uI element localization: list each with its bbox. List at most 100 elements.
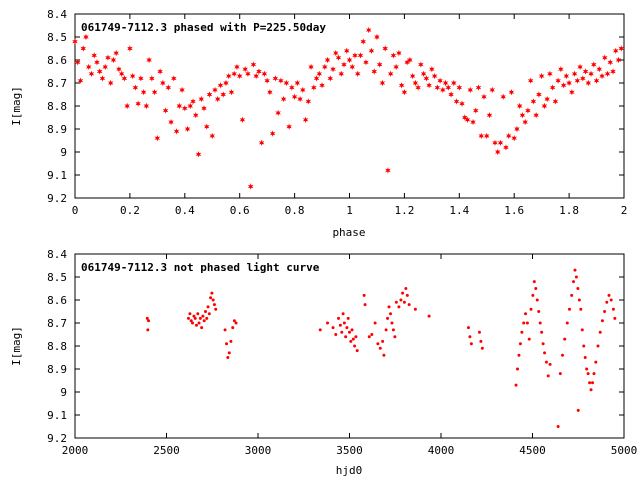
y-tick-label: 9.2 xyxy=(47,432,67,445)
data-point xyxy=(565,321,569,325)
data-point xyxy=(203,310,207,313)
data-point xyxy=(210,291,214,295)
data-point xyxy=(386,316,390,320)
data-point xyxy=(80,45,87,52)
data-point xyxy=(195,323,199,327)
data-point xyxy=(209,296,213,300)
data-point xyxy=(585,367,589,371)
data-point xyxy=(404,287,408,290)
data-point xyxy=(190,321,194,325)
data-point xyxy=(596,66,603,73)
data-point xyxy=(197,321,201,325)
data-point xyxy=(351,337,355,341)
data-point xyxy=(201,314,205,318)
data-point xyxy=(426,82,432,89)
data-point xyxy=(379,79,386,87)
y-tick-label: 8.8 xyxy=(47,100,67,113)
data-point xyxy=(116,66,122,73)
data-point xyxy=(129,72,136,80)
data-point xyxy=(560,82,567,89)
data-point xyxy=(330,66,336,73)
data-point xyxy=(544,360,548,364)
data-point xyxy=(242,66,248,73)
data-point xyxy=(541,342,545,346)
data-point xyxy=(297,95,303,103)
data-point xyxy=(173,128,180,135)
data-point xyxy=(527,77,534,84)
data-point xyxy=(342,321,346,325)
data-point xyxy=(85,63,92,71)
data-point xyxy=(615,56,622,64)
data-point xyxy=(456,84,463,91)
data-point xyxy=(118,70,125,77)
data-point xyxy=(580,328,584,332)
data-point xyxy=(613,316,617,320)
data-point xyxy=(390,321,394,325)
data-points xyxy=(72,26,625,190)
data-point xyxy=(176,102,183,110)
data-point xyxy=(429,66,435,73)
data-point xyxy=(398,82,405,89)
data-point xyxy=(346,56,353,64)
data-point xyxy=(563,72,570,80)
data-point xyxy=(338,70,345,77)
data-point xyxy=(399,298,403,302)
data-point xyxy=(206,91,213,98)
data-point xyxy=(519,112,526,119)
data-point xyxy=(442,79,449,87)
data-point xyxy=(226,356,230,359)
data-point xyxy=(396,49,402,57)
data-point xyxy=(121,75,128,82)
data-point xyxy=(354,335,358,339)
data-point xyxy=(227,351,231,355)
y-tick-label: 8.6 xyxy=(47,54,67,67)
data-point xyxy=(198,316,202,320)
data-point xyxy=(574,77,581,84)
data-point xyxy=(127,45,133,52)
data-point xyxy=(311,84,317,91)
y-tick-label: 8.7 xyxy=(47,77,67,90)
data-point xyxy=(520,330,524,334)
data-point xyxy=(182,105,188,112)
data-point xyxy=(503,144,509,151)
data-point xyxy=(409,72,416,80)
data-point xyxy=(604,70,611,77)
data-point xyxy=(367,335,371,339)
data-point xyxy=(209,132,216,140)
y-axis-label: I[mag] xyxy=(10,326,23,366)
x-tick-label: 3000 xyxy=(245,444,272,457)
data-point xyxy=(99,75,106,82)
x-tick-label: 0.4 xyxy=(175,204,195,217)
data-point xyxy=(353,344,357,348)
data-point xyxy=(468,335,472,339)
data-point xyxy=(322,63,328,71)
data-point xyxy=(534,287,538,290)
data-point xyxy=(286,123,292,130)
data-point xyxy=(544,95,550,103)
axis-ticks: 0 0.2 0.4 0.6 0.8 1 1.2 1.4 1.6 1.8 2 8.4 8.5 8.6 8.7 8… xyxy=(47,8,627,217)
data-point xyxy=(333,49,339,57)
data-point xyxy=(607,59,614,66)
data-point xyxy=(547,70,553,77)
data-point xyxy=(337,316,341,320)
data-point xyxy=(376,342,380,346)
data-point xyxy=(124,102,130,110)
data-point xyxy=(220,91,226,98)
data-point xyxy=(335,54,342,61)
data-point xyxy=(149,75,155,82)
data-point xyxy=(147,319,151,323)
data-point xyxy=(390,52,397,59)
data-point xyxy=(511,135,517,142)
y-tick-label: 8.9 xyxy=(47,123,67,136)
data-point xyxy=(570,293,574,297)
data-point xyxy=(256,68,262,75)
data-point xyxy=(200,326,204,330)
data-point xyxy=(531,293,535,297)
data-point xyxy=(407,56,413,64)
data-point xyxy=(525,107,531,114)
data-point xyxy=(394,300,398,304)
data-point xyxy=(234,321,238,325)
data-point xyxy=(434,84,441,91)
data-point xyxy=(467,86,474,94)
